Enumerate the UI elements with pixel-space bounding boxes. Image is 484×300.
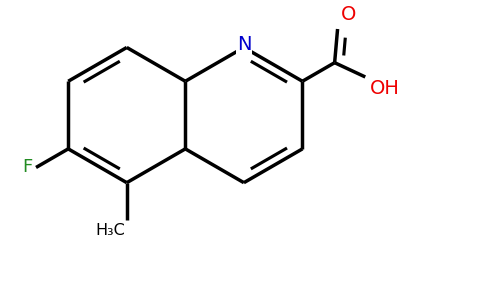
Text: H₃C: H₃C <box>95 223 125 238</box>
Text: O: O <box>341 5 356 24</box>
Text: F: F <box>22 158 32 176</box>
Text: OH: OH <box>370 79 400 98</box>
Text: N: N <box>237 35 251 54</box>
